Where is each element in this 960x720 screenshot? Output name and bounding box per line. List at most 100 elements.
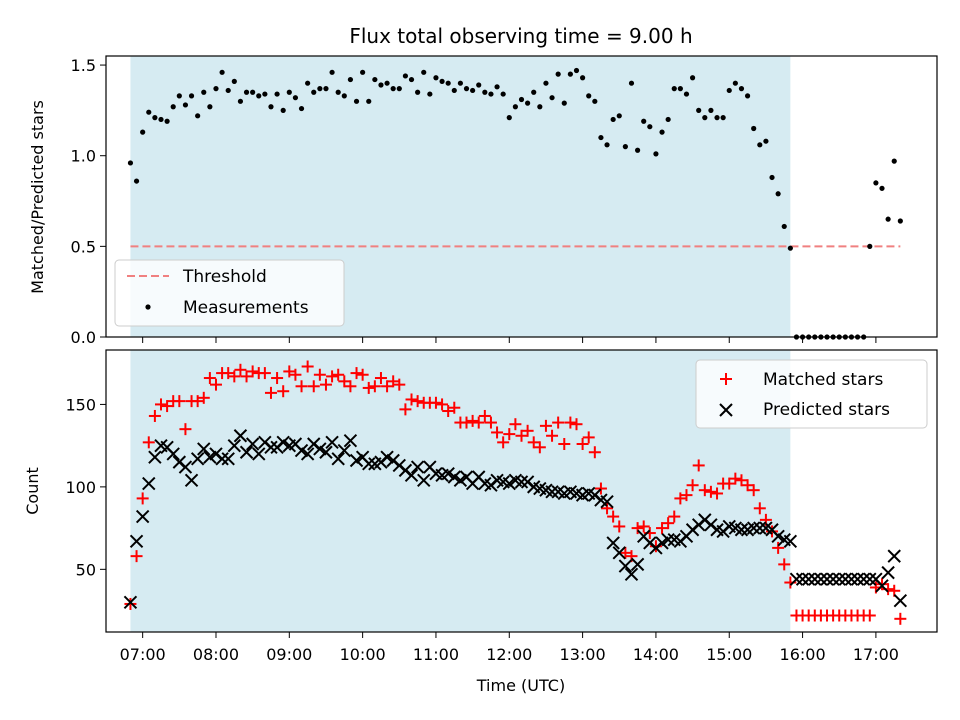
matched-stars-point (564, 416, 577, 429)
predicted-stars-point (123, 595, 138, 610)
measurement-point (274, 91, 280, 97)
top-y-tick-label: 1.5 (71, 56, 96, 75)
matched-stars-point (393, 378, 406, 391)
matched-stars-point (368, 380, 381, 393)
measurement-point (457, 80, 463, 86)
measurement-point (598, 134, 604, 141)
measurement-point (396, 86, 402, 92)
matched-stars-point (319, 378, 332, 391)
predicted-stars-point (838, 572, 853, 586)
measurement-point (415, 89, 421, 95)
measurement-point (158, 116, 164, 123)
bottom-legend: Matched stars Predicted stars (695, 359, 928, 429)
measurement-point (744, 93, 751, 99)
predicted-stars-point (630, 557, 645, 572)
predicted-stars-point (343, 433, 358, 448)
bottom-y-axis: 50 100 150 (65, 395, 106, 579)
matched-stars-point (539, 419, 552, 432)
x-tick-label: 09:00 (266, 645, 312, 664)
matched-stars-point (240, 370, 253, 383)
matched-stars-point (356, 368, 369, 381)
measurement-point (225, 87, 231, 94)
bottom-panel: 50 100 150 07:00 08:00 09:00 10:00 11:00 12:00 1… (23, 349, 938, 695)
legend-matched-swatch (720, 373, 732, 385)
predicted-stars-point (618, 559, 633, 573)
measurement-point (653, 151, 659, 157)
measurement-point (738, 86, 745, 92)
predicted-stars-point (893, 593, 908, 608)
measurement-point (439, 78, 445, 84)
measurement-point (360, 69, 366, 75)
matched-stars-point (472, 416, 485, 429)
predicted-stars-point (184, 473, 199, 487)
measurement-point (451, 87, 457, 94)
matched-stars-point (448, 401, 461, 414)
predicted-stars-point (801, 572, 816, 586)
matched-stars-point (594, 482, 607, 495)
measurement-point (372, 76, 378, 83)
matched-stars-point (264, 386, 277, 399)
predicted-stars-point (514, 475, 529, 489)
x-tick-label: 16:00 (780, 645, 826, 664)
matched-stars-point (607, 510, 620, 523)
measurement-point (604, 142, 610, 148)
matched-stars-point (381, 380, 394, 393)
predicted-stars-point (545, 485, 559, 499)
matched-stars-point (277, 385, 290, 398)
predicted-stars-point (887, 549, 901, 563)
matched-stars-point (228, 370, 241, 383)
matched-stars-point (552, 416, 565, 429)
predicted-stars-point (612, 546, 626, 560)
measurement-point (408, 76, 415, 83)
measurement-point (891, 158, 897, 164)
measurement-point (421, 69, 427, 75)
measurement-point (726, 87, 732, 94)
predicted-stars-point (215, 452, 229, 466)
matched-stars-point (888, 584, 901, 597)
predicted-stars-point (264, 440, 278, 455)
predicted-stars-point (331, 452, 345, 466)
measurement-point (256, 93, 262, 99)
measurement-point (195, 113, 201, 119)
predicted-stars-point (410, 460, 425, 474)
matched-stars-point (576, 438, 589, 450)
matched-stars-point (142, 436, 155, 449)
matched-stars-point (399, 403, 412, 416)
predicted-stars-point (148, 450, 162, 464)
measurement-point (671, 86, 677, 92)
measurement-point (311, 89, 317, 95)
predicted-stars-point (746, 521, 761, 535)
matched-stars-point (326, 370, 339, 383)
x-tick-label: 07:00 (120, 645, 166, 664)
measurement-point (488, 91, 494, 97)
matched-stars-point (222, 367, 235, 380)
measurement-point (531, 89, 537, 95)
measurement-point (170, 104, 176, 110)
matched-stars-point (338, 375, 351, 388)
measurement-point (201, 89, 207, 95)
matched-stars-point (246, 365, 259, 378)
measurement-point (561, 100, 567, 106)
predicted-stars-point (129, 534, 144, 549)
measurement-point (610, 116, 616, 123)
predicted-stars-point (856, 572, 871, 586)
matched-stars-point (484, 416, 497, 429)
measurement-point (616, 113, 622, 119)
measurement-point (470, 87, 476, 94)
matched-stars-point (301, 360, 314, 373)
matched-stars-point (527, 436, 540, 449)
top-legend-box (114, 259, 345, 327)
measurement-point (280, 107, 286, 113)
measurement-point (641, 118, 647, 124)
measurement-point (500, 91, 506, 97)
matched-stars-point (173, 395, 186, 408)
measurement-point (207, 104, 213, 110)
matched-stars-point (436, 398, 449, 411)
predicted-stars-point (178, 460, 193, 474)
measurement-point (775, 191, 781, 197)
measurement-point (476, 82, 482, 88)
bottom-marks (123, 360, 908, 625)
matched-stars-point (863, 609, 876, 622)
bottom-y-tick-label: 100 (65, 478, 96, 497)
predicted-stars-point (239, 445, 254, 459)
